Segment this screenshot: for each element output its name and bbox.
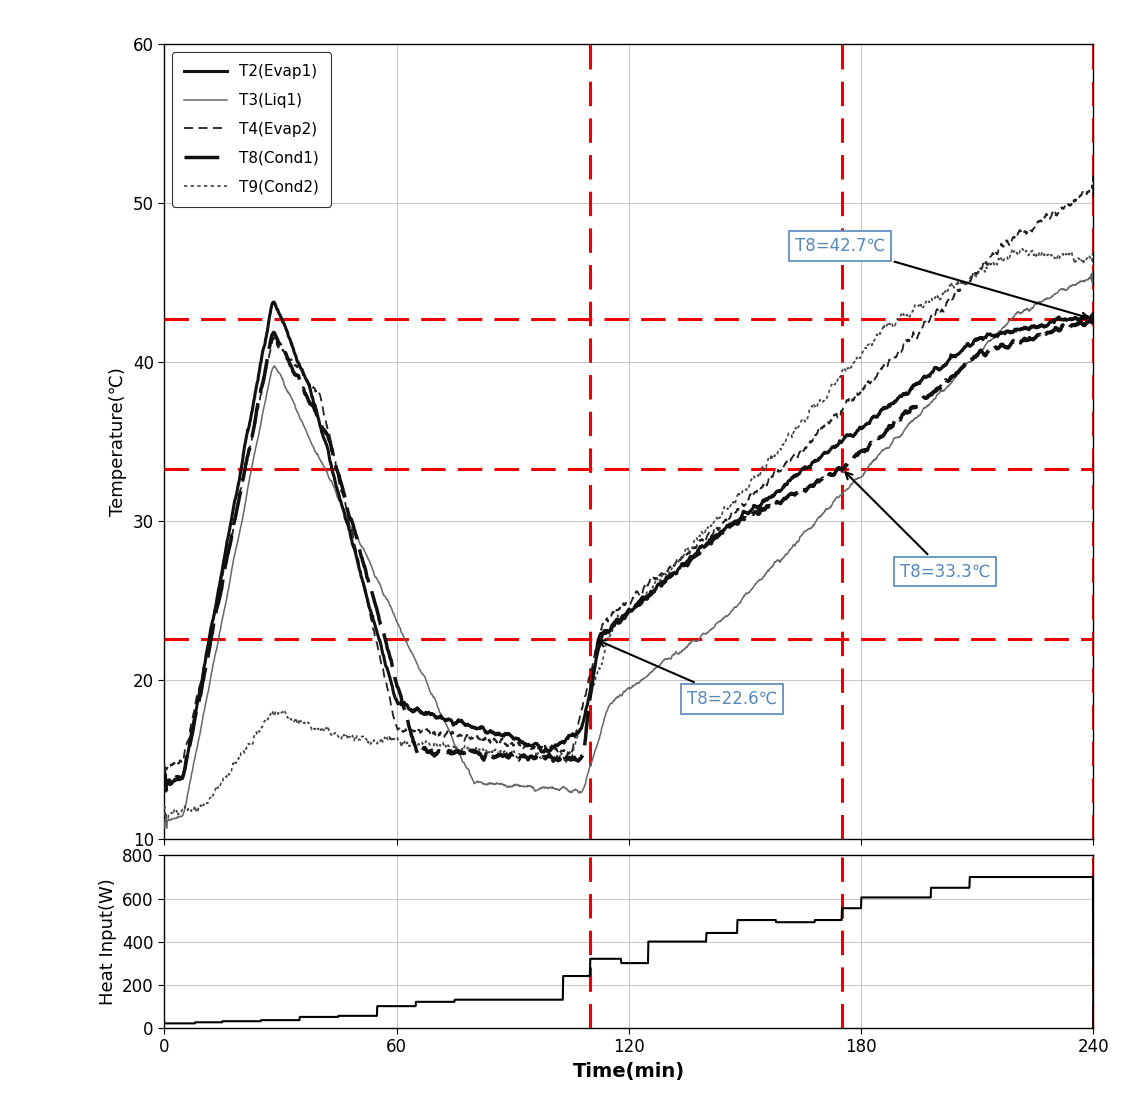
X-axis label: Time(min): Time(min): [573, 1062, 684, 1081]
Text: T8=42.7℃: T8=42.7℃: [795, 237, 1089, 319]
Text: T8=33.3℃: T8=33.3℃: [845, 472, 990, 581]
Legend: T2(Evap1), T3(Liq1), T4(Evap2), T8(Cond1), T9(Cond2): T2(Evap1), T3(Liq1), T4(Evap2), T8(Cond1…: [172, 52, 331, 207]
Y-axis label: Temperature(℃): Temperature(℃): [109, 367, 127, 517]
Y-axis label: Heat Input(W): Heat Input(W): [99, 878, 117, 1005]
Text: T8=22.6℃: T8=22.6℃: [598, 640, 777, 708]
